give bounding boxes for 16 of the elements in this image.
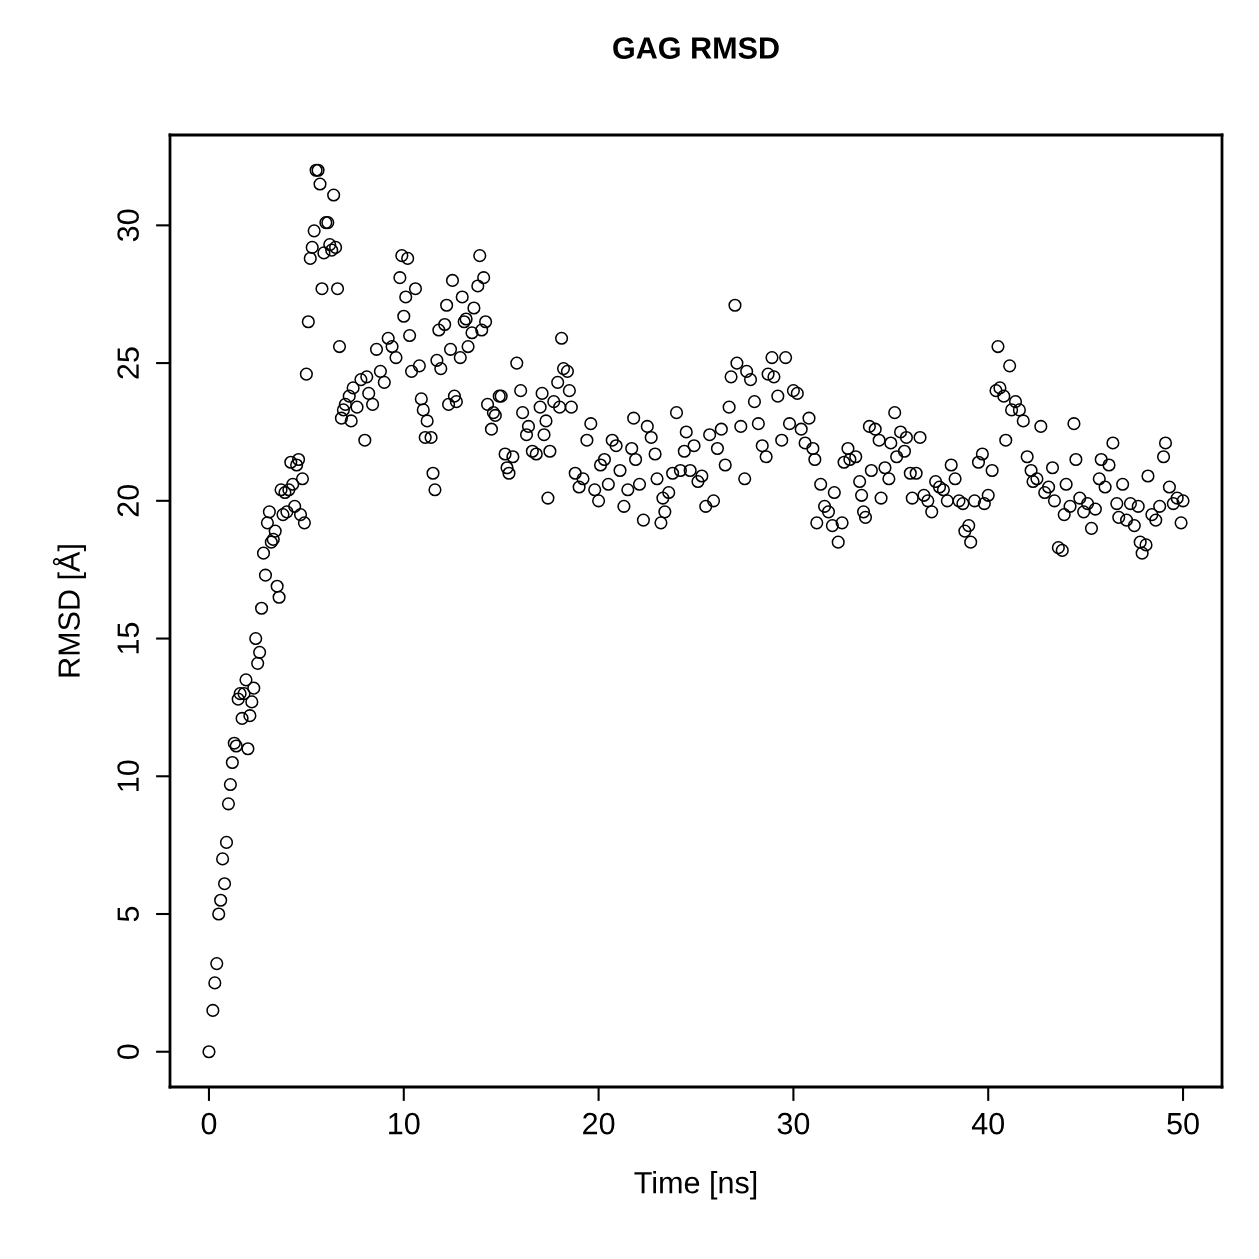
y-tick-label: 25: [117, 347, 139, 379]
x-tick-label: 0: [201, 1112, 217, 1135]
x-tick-label: 30: [777, 1112, 810, 1135]
y-tick-label: 15: [117, 622, 139, 654]
x-tick-label: 40: [971, 1112, 1005, 1135]
x-tick-label: 10: [389, 1112, 420, 1135]
chart-title: GAG RMSD: [613, 37, 779, 59]
y-tick-label: 0: [117, 1044, 139, 1060]
y-tick-label: 5: [117, 906, 139, 922]
x-tick-label: 50: [1167, 1112, 1199, 1135]
x-tick-label: 20: [583, 1112, 615, 1135]
x-axis-title: Time [ns]: [634, 1171, 757, 1200]
y-tick-label: 20: [117, 485, 139, 517]
y-axis-title: RMSD [Å]: [52, 545, 86, 677]
y-tick-label: 30: [117, 209, 139, 242]
y-tick-label: 10: [117, 760, 139, 791]
